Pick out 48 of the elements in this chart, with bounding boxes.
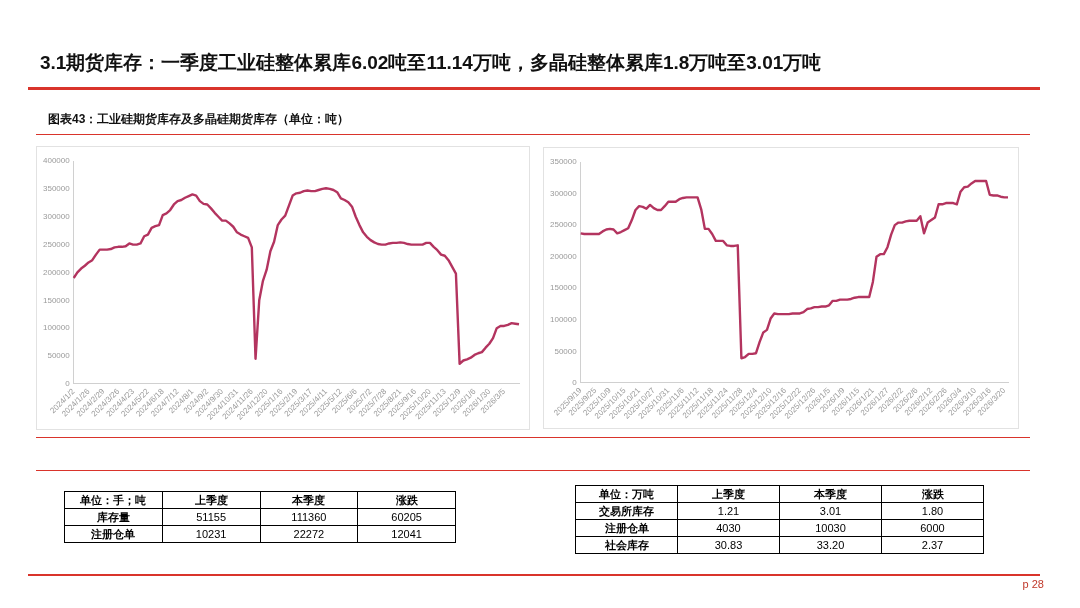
y-tick-label: 250000 — [549, 220, 578, 230]
y-tick-label: 0 — [572, 378, 578, 388]
y-tick-label: 250000 — [42, 239, 71, 249]
category-label: 注册仓单 — [604, 521, 649, 534]
category-label: 交易所库存 — [599, 504, 654, 517]
chart-subtitle: 图表43：工业硅期货库存及多晶硅期货库存（单位：吨） — [48, 111, 350, 128]
text: 3.01 — [819, 505, 842, 517]
y-tick-label: 0 — [65, 379, 71, 389]
category-label: 上季度 — [677, 485, 780, 503]
y-tick-label: 50000 — [554, 346, 578, 356]
category-label: 单位：手；吨 — [64, 491, 163, 509]
y-tick-label: 100000 — [42, 323, 71, 333]
category-label: 上季度 — [162, 491, 260, 509]
text: 4030 — [716, 522, 741, 534]
category-label: 本季度 — [260, 491, 358, 509]
category-label: 本季度 — [779, 485, 882, 503]
text: 30.83 — [714, 539, 743, 551]
text: 51155 — [196, 511, 227, 523]
text: 10030 — [815, 522, 846, 534]
text: p 28 — [1022, 578, 1044, 590]
text: 2.37 — [921, 539, 944, 551]
text: 10231 — [195, 528, 227, 540]
y-tick-label: 150000 — [549, 283, 578, 293]
y-tick-label: 100000 — [549, 314, 578, 324]
y-tick-label: 50000 — [47, 351, 71, 361]
category-label: 库存量 — [96, 510, 130, 523]
text: 22272 — [293, 528, 325, 540]
y-tick-label: 150000 — [42, 295, 71, 305]
category-label: 涨跌 — [357, 491, 456, 509]
category-label: 单位：万吨 — [575, 485, 678, 503]
y-tick-label: 350000 — [549, 157, 578, 167]
y-tick-label: 350000 — [42, 184, 71, 194]
text: 6000 — [920, 522, 945, 534]
y-tick-label: 300000 — [42, 211, 71, 221]
text: 60205 — [391, 511, 422, 523]
text: 33.20 — [816, 539, 845, 551]
text: 12041 — [391, 528, 422, 540]
category-label: 涨跌 — [881, 485, 984, 503]
category-label: 注册仓单 — [91, 527, 136, 540]
text: 1.80 — [921, 505, 944, 517]
chart-title: 3.1期货库存：一季度工业硅整体累库6.02吨至11.14万吨，多晶硅整体累库1.8万吨至3.01万吨 — [40, 51, 822, 75]
text: 1.21 — [717, 505, 740, 517]
y-tick-label: 200000 — [42, 267, 71, 277]
text: 111360 — [291, 511, 327, 523]
category-label: 社会库存 — [604, 538, 649, 551]
y-tick-label: 300000 — [549, 188, 578, 198]
y-tick-label: 200000 — [549, 251, 578, 261]
y-tick-label: 400000 — [42, 156, 71, 166]
